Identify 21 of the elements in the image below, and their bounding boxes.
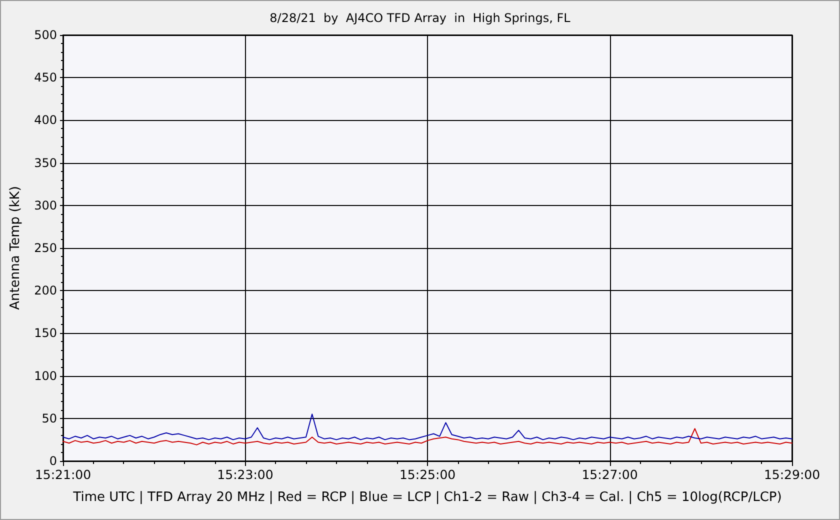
y-tick-label: 500 xyxy=(34,28,57,42)
y-tick-label: 50 xyxy=(42,411,57,426)
y-tick-label: 450 xyxy=(34,70,57,85)
y-tick-label: 350 xyxy=(34,156,57,170)
y-tick-label: 300 xyxy=(34,198,57,212)
line-series xyxy=(62,414,792,440)
y-tick-label: 0 xyxy=(49,454,57,468)
y-tick-label: 100 xyxy=(34,368,57,383)
y-tick-label: 250 xyxy=(34,241,57,255)
y-tick-label: 400 xyxy=(34,113,57,128)
line-series xyxy=(62,428,792,446)
y-axis-title: Antenna Temp (kK) xyxy=(8,186,23,310)
y-tick-label: 200 xyxy=(34,284,57,298)
x-tick-label: 15:29:00 xyxy=(764,467,820,482)
x-axis-title: Time UTC | TFD Array 20 MHz | Red = RCP | Blue = LCP | Ch1-2 = Raw | Ch3-4 = Cal. | Ch5 = 10log(RCP/LCP) xyxy=(72,490,782,505)
chart-title: 8/28/21 by AJ4CO TFD Array in High Springs, FL xyxy=(270,11,571,25)
x-tick-label: 15:23:00 xyxy=(217,467,274,482)
y-tick-label: 150 xyxy=(34,326,57,340)
x-tick-label: 15:27:00 xyxy=(582,467,638,482)
x-tick-label: 15:21:00 xyxy=(34,467,92,482)
x-tick-label: 15:25:00 xyxy=(399,467,456,482)
